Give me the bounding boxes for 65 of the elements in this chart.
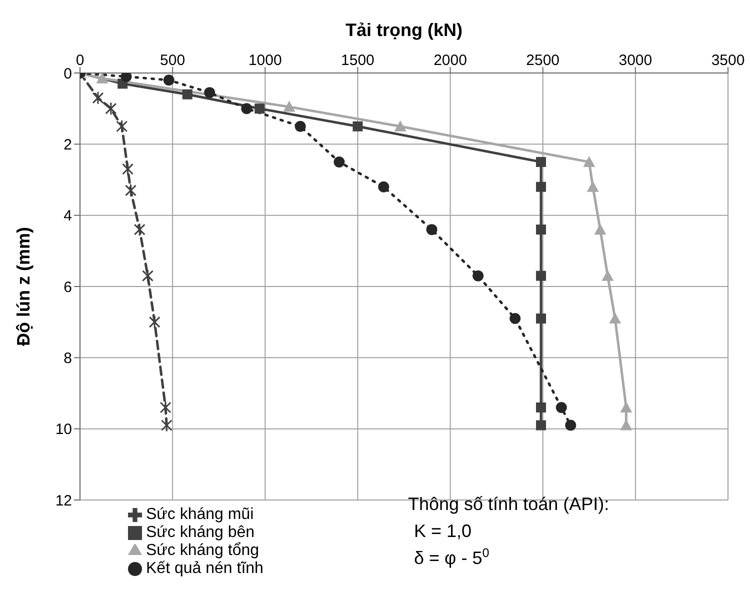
point	[283, 100, 296, 112]
point	[96, 73, 108, 84]
point	[254, 104, 265, 114]
x-tick-label: 500	[160, 52, 186, 69]
point	[394, 120, 406, 132]
point	[134, 222, 146, 236]
y-tick-label: 2	[64, 136, 72, 154]
point	[620, 401, 632, 412]
point	[160, 418, 172, 432]
point	[105, 102, 117, 116]
point	[294, 120, 306, 132]
x-tick-label: 2500	[526, 52, 560, 69]
y-tick-label: 12	[55, 492, 72, 510]
point	[536, 224, 546, 235]
y-tick-label: 6	[64, 278, 72, 296]
point	[602, 270, 614, 281]
point	[536, 182, 546, 192]
x-tick-label: 1500	[341, 52, 374, 69]
point	[163, 74, 174, 86]
point	[352, 121, 363, 132]
y-tick-label: 10	[55, 421, 72, 438]
point	[120, 73, 132, 82]
point	[472, 270, 484, 282]
legend-label: Kết quả nén tĩnh	[146, 560, 264, 577]
point	[116, 120, 128, 134]
y-tick-label: 0	[64, 65, 72, 82]
point	[122, 162, 134, 176]
x-tick-label: 3000	[618, 52, 652, 69]
point	[204, 87, 216, 98]
x-tick-label: 0	[76, 52, 84, 69]
legend-label: Sức kháng tổng	[146, 542, 260, 559]
annotation: Thông số tính toán (API):	[408, 494, 610, 514]
point	[160, 400, 172, 414]
y-axis-title: Độ lún z (mm)	[13, 227, 34, 346]
point	[536, 314, 546, 324]
point	[586, 180, 599, 192]
point	[594, 224, 606, 235]
point	[182, 89, 192, 100]
point	[536, 270, 546, 281]
x-axis-title: Tải trọng (kN)	[346, 20, 462, 40]
point	[536, 156, 546, 167]
point	[92, 91, 104, 105]
legend-label: Sức kháng mũi	[146, 506, 254, 523]
y-tick-label: 8	[64, 350, 72, 367]
point	[565, 420, 576, 431]
point	[241, 103, 252, 114]
point	[426, 224, 438, 236]
x-tick-label: 2000	[434, 52, 467, 69]
point	[609, 312, 622, 324]
point	[148, 315, 160, 329]
point	[583, 156, 596, 167]
point	[378, 181, 390, 192]
point	[334, 156, 345, 168]
point	[510, 313, 521, 324]
legend-label: Sức kháng bên	[146, 524, 255, 541]
text: δ = φ - 5$^{0}$	[414, 546, 490, 568]
point	[124, 184, 136, 198]
text: K = 1,0	[414, 521, 472, 541]
point	[536, 402, 546, 412]
point	[536, 420, 546, 430]
y-tick-label: 4	[64, 208, 72, 225]
x-tick-label: 1000	[248, 52, 282, 69]
x-tick-label: 3500	[711, 52, 745, 69]
point	[142, 269, 154, 283]
point	[556, 402, 567, 413]
